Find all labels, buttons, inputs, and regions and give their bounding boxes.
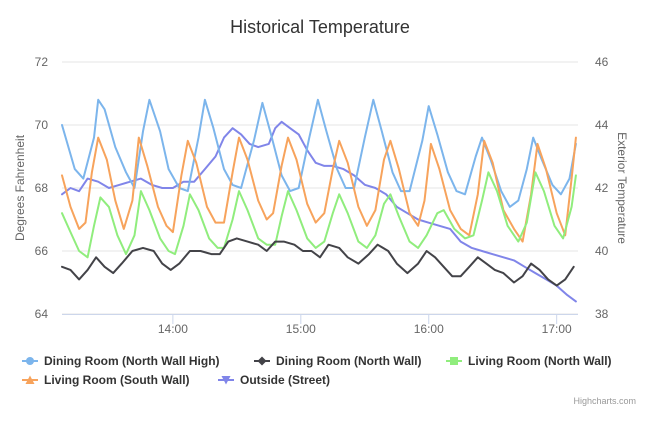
legend-item[interactable]: Dining Room (North Wall) <box>254 354 422 368</box>
legend-label: Outside (Street) <box>240 373 330 387</box>
y-tick-label-right: 38 <box>595 307 609 321</box>
series-line-4[interactable] <box>61 120 577 303</box>
series-line-3[interactable] <box>61 136 577 243</box>
series-line-2[interactable] <box>61 171 577 259</box>
legend-marker-triangle-icon <box>25 375 35 384</box>
legend-label: Dining Room (North Wall High) <box>44 354 220 368</box>
y-axis-left: 64 66 68 70 72 <box>35 55 49 321</box>
y-tick-label-right: 42 <box>595 181 609 195</box>
y-tick-label-left: 66 <box>35 244 49 258</box>
x-tick-label: 14:00 <box>158 322 188 336</box>
legend-marker-triangle-down-icon <box>221 376 231 385</box>
y-tick-label-right: 44 <box>595 118 609 132</box>
legend-marker-square-icon <box>450 357 458 365</box>
y-tick-label-right: 46 <box>595 55 609 69</box>
y-tick-label-left: 68 <box>35 181 49 195</box>
chart-title: Historical Temperature <box>230 17 410 37</box>
legend-item[interactable]: Living Room (North Wall) <box>446 354 612 368</box>
credits[interactable]: Highcharts.com <box>573 396 636 406</box>
legend-item[interactable]: Living Room (South Wall) <box>22 373 190 387</box>
y-tick-label-left: 70 <box>35 118 49 132</box>
legend-label: Dining Room (North Wall) <box>276 354 422 368</box>
x-tick-label: 16:00 <box>414 322 444 336</box>
y-tick-label-left: 64 <box>35 307 49 321</box>
legend: Dining Room (North Wall High) Dining Room… <box>22 354 612 387</box>
legend-marker-diamond-icon <box>257 356 267 366</box>
series-group <box>61 98 577 303</box>
y-axis-right: 38 40 42 44 46 <box>595 55 609 321</box>
x-tick-label: 17:00 <box>542 322 572 336</box>
y-tick-label-left: 72 <box>35 55 49 69</box>
x-tick-label: 15:00 <box>286 322 316 336</box>
y-axis-right-title: Exterior Temperature <box>615 132 629 244</box>
legend-label: Living Room (North Wall) <box>468 354 612 368</box>
y-axis-left-title: Degrees Fahrenheit <box>13 134 27 241</box>
legend-item[interactable]: Dining Room (North Wall High) <box>22 354 220 368</box>
legend-label: Living Room (South Wall) <box>44 373 190 387</box>
legend-item[interactable]: Outside (Street) <box>218 373 330 387</box>
series-line-1[interactable] <box>61 237 575 287</box>
legend-marker-circle-icon <box>26 357 34 365</box>
x-axis: 14:00 15:00 16:00 17:00 <box>62 314 578 336</box>
y-tick-label-right: 40 <box>595 244 609 258</box>
